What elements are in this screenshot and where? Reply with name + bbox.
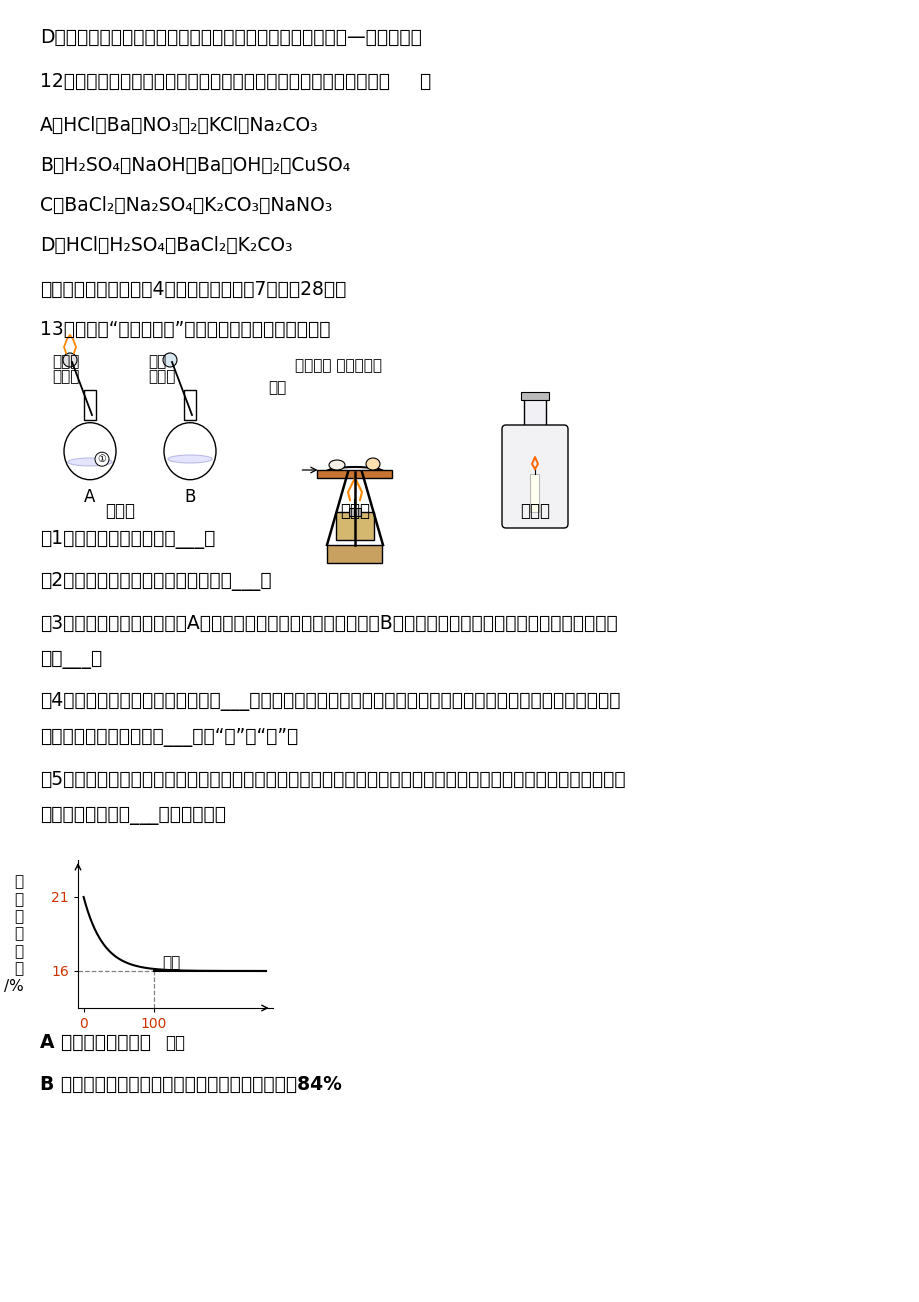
Bar (327, 546, 382, 562)
Text: 实验一: 实验一 (105, 503, 135, 519)
Text: 息火: 息火 (162, 956, 180, 970)
Text: 铜片: 铜片 (267, 380, 286, 395)
Ellipse shape (64, 423, 116, 479)
Text: A: A (85, 488, 96, 506)
Text: 实验三: 实验三 (519, 503, 550, 519)
Text: 13．下面是“燃烧的条件”实验活动的部分操作示意图：: 13．下面是“燃烧的条件”实验活动的部分操作示意图： (40, 320, 330, 339)
Circle shape (95, 452, 108, 466)
Bar (317, 470, 392, 478)
Bar (530, 474, 539, 512)
X-axis label: 时间: 时间 (165, 1034, 186, 1052)
Bar (348, 508, 360, 516)
Ellipse shape (68, 458, 112, 466)
Text: D．HCl、H₂SO₄、BaCl₂、K₂CO₃: D．HCl、H₂SO₄、BaCl₂、K₂CO₃ (40, 236, 292, 255)
Text: 氧
气
体
积
分
数
/%: 氧 气 体 积 分 数 /% (4, 875, 23, 993)
Bar (184, 391, 196, 421)
Bar (84, 391, 96, 421)
Text: A 蜡烛燃烧需要氧气: A 蜡烛燃烧需要氧气 (40, 1032, 151, 1052)
Ellipse shape (168, 454, 212, 464)
Text: （4）实验二观察到先燃烧的物质是___；若将铜片上的物质换成等量的木屑和煮粉进行实验，观察到木屑先燃烧，: （4）实验二观察到先燃烧的物质是___；若将铜片上的物质换成等量的木屑和煮粉进行… (40, 691, 619, 711)
Ellipse shape (164, 423, 216, 479)
Ellipse shape (366, 458, 380, 470)
Text: （5）实验三将燃着的蜡烛放在如图所示的密闭容器中，同时用氧气传感器测出密闭容器中氧气含量的变化如图所示，: （5）实验三将燃着的蜡烛放在如图所示的密闭容器中，同时用氧气传感器测出密闭容器中… (40, 769, 625, 789)
Text: D．双氧水在常温下缓慢分解，而在加入二氧化锴后迅速分解—有无催化剑: D．双氧水在常温下缓慢分解，而在加入二氧化锴后迅速分解—有无催化剑 (40, 29, 422, 47)
Ellipse shape (329, 460, 345, 470)
Text: 下列说法错误的是___（填序号）。: 下列说法错误的是___（填序号）。 (40, 806, 226, 825)
Text: B．H₂SO₄、NaOH、Ba（OH）₂、CuSO₄: B．H₂SO₄、NaOH、Ba（OH）₂、CuSO₄ (40, 156, 350, 174)
Text: 的棉球: 的棉球 (52, 368, 79, 384)
Text: 一是___；: 一是___； (40, 650, 102, 669)
Text: C．BaCl₂、Na₂SO₄、K₂CO₃、NaNO₃: C．BaCl₂、Na₂SO₄、K₂CO₃、NaNO₃ (40, 197, 332, 215)
Text: B: B (184, 488, 196, 506)
Text: 蒂酒精: 蒂酒精 (52, 354, 79, 368)
Text: （2）用灯帽盖灭酒精灯的灭火原理是___；: （2）用灯帽盖灭酒精灯的灭火原理是___； (40, 572, 271, 591)
Text: 滤纸碎片 乒乓球碎片: 滤纸碎片 乒乓球碎片 (295, 358, 381, 372)
Circle shape (62, 353, 77, 367)
Text: （1）取棉球的件器名称为___；: （1）取棉球的件器名称为___； (40, 530, 215, 549)
Bar (335, 512, 374, 540)
Text: ①: ① (97, 454, 107, 465)
Text: 的棉球: 的棉球 (148, 368, 176, 384)
FancyBboxPatch shape (502, 424, 567, 529)
Circle shape (163, 353, 176, 367)
Text: B 蜡烛息灭后，密闭容器中的二氧化碳体积分数为84%: B 蜡烛息灭后，密闭容器中的二氧化碳体积分数为84% (40, 1075, 342, 1094)
Text: 二、填空题（本题包抄4个小题，每小题〉7分，全28分）: 二、填空题（本题包抄4个小题，每小题〉7分，全28分） (40, 280, 346, 299)
Text: 说明木屑的着火点比煮粉___（填“低”或“高”）: 说明木屑的着火点比煮粉___（填“低”或“高”） (40, 728, 298, 747)
Bar (520, 392, 549, 400)
Text: 蒂水: 蒂水 (148, 354, 166, 368)
Text: A．HCl、Ba（NO₃）₂、KCl、Na₂CO₃: A．HCl、Ba（NO₃）₂、KCl、Na₂CO₃ (40, 116, 318, 135)
Text: （3）实验一加热片刻观察到A中棉球上的酒精燃烧产生蓝色火焰，B中棉球上的水不燃烧，由此得出燃烧的条件之: （3）实验一加热片刻观察到A中棉球上的酒精燃烧产生蓝色火焰，B中棉球上的水不燃烧… (40, 615, 617, 633)
Text: 12．下列各组物质的溶液，不用其他试剂，无法将其一一区别的是（     ）: 12．下列各组物质的溶液，不用其他试剂，无法将其一一区别的是（ ） (40, 72, 431, 91)
Text: 实验二: 实验二 (340, 503, 369, 519)
Bar (524, 397, 545, 428)
